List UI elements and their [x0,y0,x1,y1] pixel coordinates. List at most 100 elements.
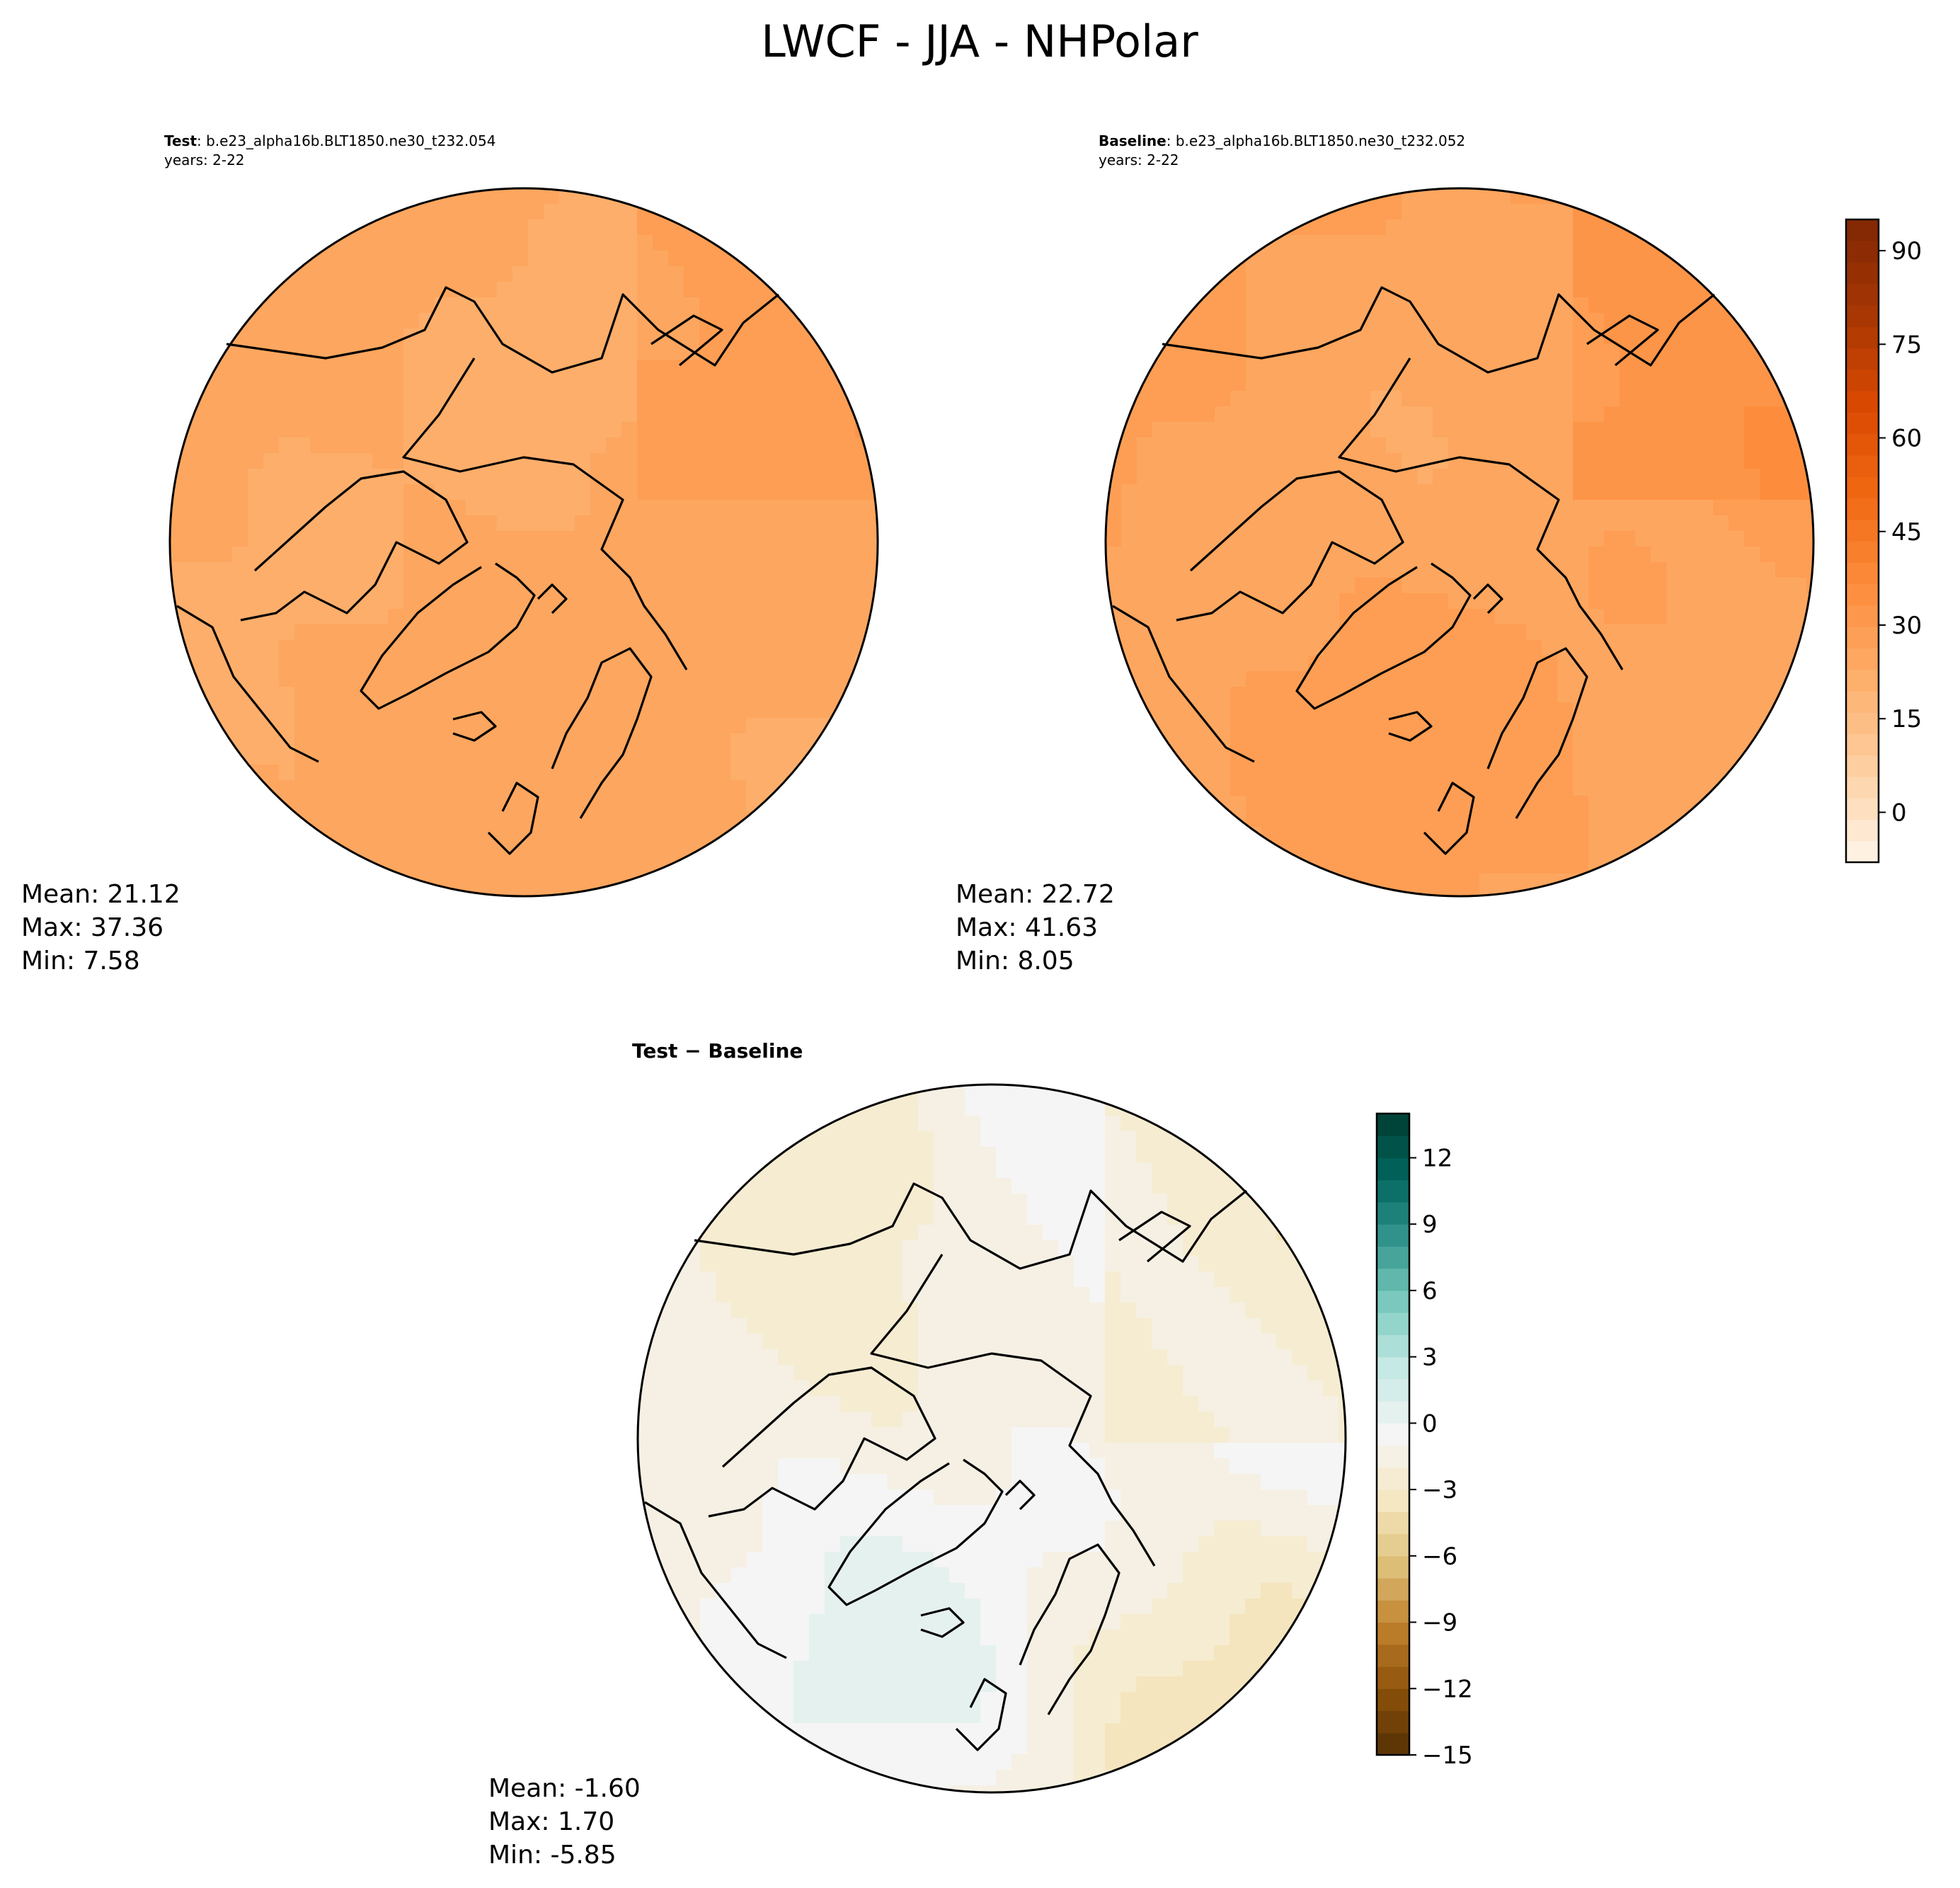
field-cell [1511,624,1527,641]
colorbar-band [1846,840,1879,863]
field-cell [1557,624,1574,641]
field-cell [326,702,342,719]
field-cell [1136,1474,1152,1490]
field-cell [326,811,342,828]
field-cell [294,266,311,282]
field-cell [1511,313,1527,329]
field-cell [419,578,435,594]
field-cell [762,687,778,703]
field-cell [762,1458,779,1475]
field-cell [1121,437,1137,454]
field-cell [730,344,747,360]
field-cell [1261,515,1278,532]
field-cell [1339,219,1356,236]
field-cell [606,453,622,469]
field-cell [326,562,342,578]
field-cell [669,1427,685,1443]
field-cell [1167,1474,1184,1490]
field-cell [1448,251,1465,267]
field-cell [1604,827,1620,843]
field-cell [934,1271,950,1288]
field-cell [1183,1567,1199,1584]
field-cell [1448,391,1465,407]
field-cell [902,1303,919,1319]
field-cell [1011,1271,1028,1288]
field-cell [747,1194,763,1210]
field-cell [559,531,575,547]
field-cell [1433,609,1449,625]
field-cell [1230,1318,1246,1334]
field-cell [1495,531,1511,547]
field-cell [1074,1365,1090,1381]
field-cell [544,219,560,236]
field-cell [934,1100,950,1116]
field-cell [762,811,778,828]
field-cell [762,1598,779,1615]
field-cell [294,718,311,734]
field-cell [279,406,295,423]
field-cell [1293,313,1309,329]
field-cell [1713,282,1729,298]
field-cell [1542,531,1558,547]
field-cell [217,562,233,578]
field-cell [653,282,669,298]
field-cell [1277,593,1293,610]
field-cell [1089,1443,1106,1459]
field-cell [403,733,420,750]
field-cell [1230,1443,1246,1459]
field-cell [1215,562,1231,578]
field-cell [466,780,482,796]
field-cell [1230,251,1247,267]
field-cell [669,1614,685,1630]
field-cell [1230,328,1247,345]
field-cell [653,874,669,890]
field-cell [559,375,575,391]
field-cell [1417,858,1433,874]
field-cell [1791,531,1807,547]
field-cell [1402,375,1418,391]
field-cell [217,531,233,547]
field-cell [450,266,466,282]
field-cell [559,733,575,750]
field-cell [1604,749,1620,765]
field-cell [388,422,404,438]
field-cell [1246,718,1262,734]
field-cell [1246,531,1262,547]
field-cell [871,1458,888,1475]
field-cell [809,1536,825,1552]
field-cell [715,266,731,282]
field-cell [778,1178,794,1194]
field-cell [1089,1318,1106,1334]
field-cell [1245,1474,1261,1490]
field-cell [310,687,326,703]
field-cell [1355,827,1371,843]
field-cell [1152,531,1169,547]
field-cell [793,1412,810,1428]
field-cell [279,500,295,516]
field-cell [544,671,560,687]
field-cell [825,1380,841,1397]
field-cell [1214,1178,1230,1194]
field-cell [1043,1240,1059,1257]
field-cell [1308,360,1324,376]
field-cell [1230,640,1247,656]
field-cell [1729,515,1745,532]
field-cell [700,1240,716,1257]
field-cell [808,578,825,594]
field-cell [1121,687,1137,703]
field-cell [544,297,560,314]
field-cell [435,406,451,423]
field-cell [544,640,560,656]
field-cell [1011,1131,1028,1148]
baseline-map-boundary [1104,187,1815,898]
field-cell [544,188,560,205]
coastline [1486,647,1588,819]
field-cell [372,531,389,547]
field-cell [1308,375,1324,391]
field-cell [1651,515,1667,532]
field-cell [1588,406,1605,423]
field-cell [730,609,747,625]
field-cell [1526,422,1542,438]
field-cell [403,578,420,594]
field-cell [684,297,700,314]
